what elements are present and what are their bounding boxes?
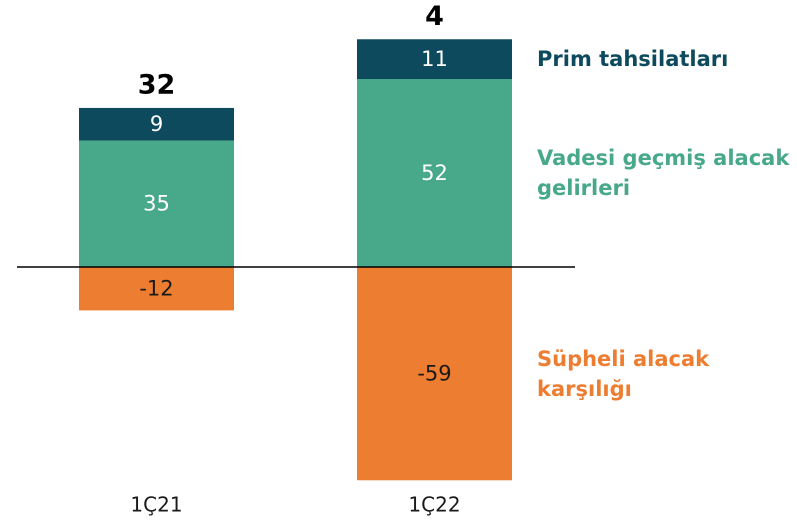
value-label: 11 [421, 47, 448, 71]
value-label: 35 [143, 192, 170, 216]
total-label: 4 [425, 1, 444, 32]
bar-segment [79, 140, 234, 267]
value-label: -12 [139, 277, 173, 301]
legend-entry: Prim tahsilatları [537, 47, 729, 72]
x-tick-label: 1Ç21 [130, 493, 182, 517]
x-tick-label: 1Ç22 [408, 493, 460, 517]
bar-segment [79, 107, 234, 141]
total-label: 32 [138, 69, 176, 100]
bar-segment [357, 39, 512, 80]
legend-entry: Vadesi geçmiş alacak gelirleri [537, 146, 790, 200]
legend-entry: Süpheli alacak karşılığı [537, 346, 710, 401]
value-label: -59 [417, 362, 451, 386]
bar-segment [357, 79, 512, 268]
value-label: 9 [150, 112, 163, 136]
value-label: 52 [421, 161, 448, 185]
bar-segment [357, 267, 512, 481]
bar-segment [79, 267, 234, 311]
